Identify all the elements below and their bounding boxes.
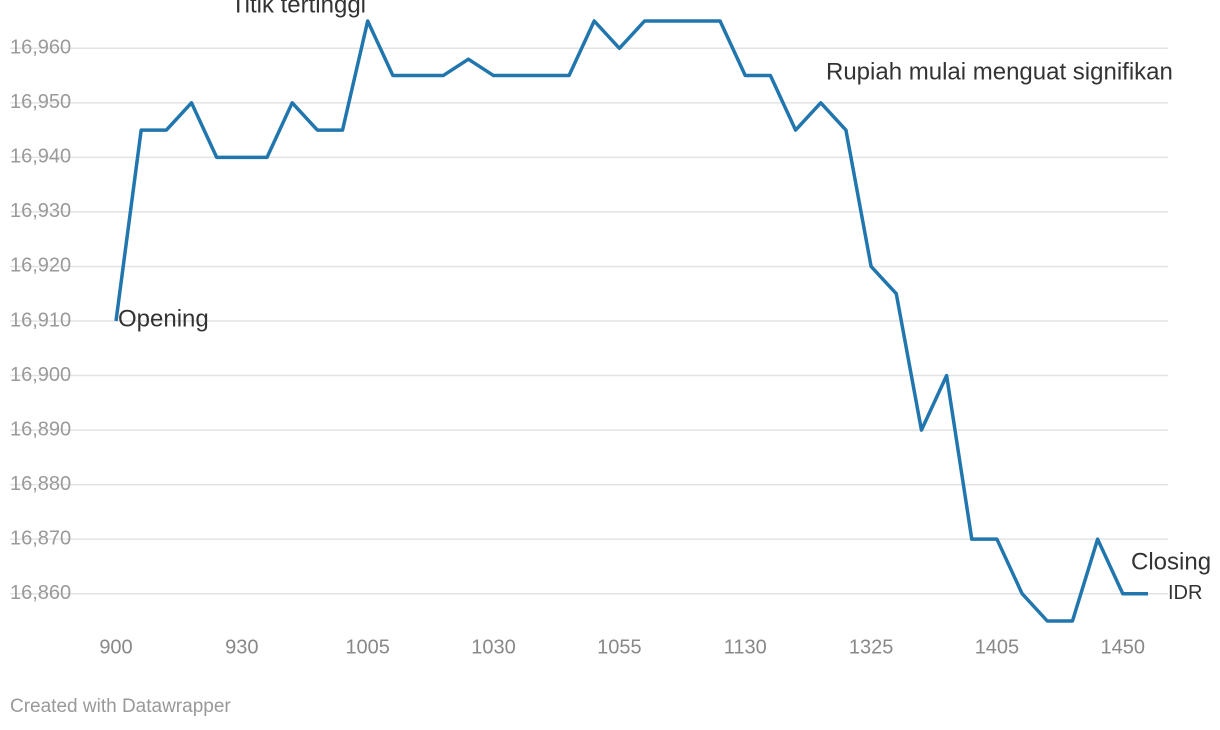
annotation: Opening xyxy=(118,305,209,332)
x-tick-label: 1030 xyxy=(471,636,516,658)
x-tick-label: 1130 xyxy=(724,636,767,658)
annotation: Titik tertinggi xyxy=(231,0,366,18)
x-tick-label: 1450 xyxy=(1101,636,1146,658)
line xyxy=(114,19,1148,623)
y-tick-label: 16,910 xyxy=(10,309,71,331)
y-tick-label: 16,870 xyxy=(10,527,71,549)
y-tick-label: 16,940 xyxy=(10,146,71,168)
x-tick-label: 1325 xyxy=(849,636,894,658)
x-tick-label: 1055 xyxy=(597,636,642,658)
annotation: Closing xyxy=(1131,548,1211,575)
y-tick-label: 16,860 xyxy=(10,582,71,604)
y-tick-label: 16,950 xyxy=(10,91,71,113)
y-tick-label: 16,930 xyxy=(10,200,71,222)
y-tick-label: 16,920 xyxy=(10,255,71,277)
series-label: IDR xyxy=(1168,582,1202,604)
annotation: Rupiah mulai menguat signifikan xyxy=(826,58,1173,85)
x-tick-label: 930 xyxy=(225,636,258,658)
x-tick-label: 1405 xyxy=(975,636,1020,658)
footer: Created with Datawrapper xyxy=(10,696,231,717)
y-tick-label: 16,900 xyxy=(10,364,71,386)
y-tick-label: 16,960 xyxy=(10,37,71,59)
y-tick-label: 16,880 xyxy=(10,473,71,495)
x-tick-label: 1005 xyxy=(345,636,390,658)
y-tick-label: 16,890 xyxy=(10,418,71,440)
x-tick-label: 900 xyxy=(99,636,132,658)
